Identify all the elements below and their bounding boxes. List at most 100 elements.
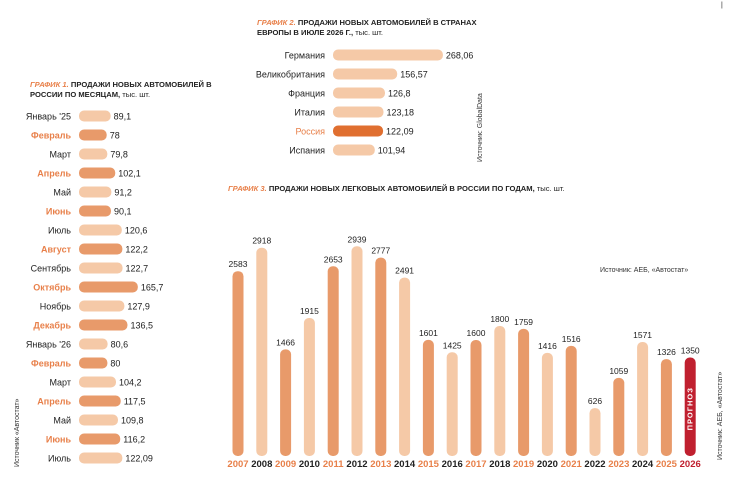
chart1-monthly-sales: Январь '25 89,1 Февраль 78 Март 79,8 Апрель 102… <box>26 110 163 464</box>
chart1-category-label: Март <box>49 378 71 388</box>
chart1-bar <box>79 148 108 160</box>
chart1-category-label: Май <box>53 416 71 426</box>
chart2-title-text: ПРОДАЖИ НОВЫХ АВТОМОБИЛЕЙ В СТРАНАХ ЕВРО… <box>257 18 477 37</box>
chart1-value-label: 78 <box>110 131 120 141</box>
chart3-value-label: 1800 <box>490 314 509 324</box>
chart1-value-label: 117,5 <box>124 397 146 407</box>
chart3-year-label: 2014 <box>394 459 416 470</box>
chart3-value-label: 1326 <box>657 347 676 357</box>
chart3-bar <box>684 357 696 456</box>
chart1-value-label: 104,2 <box>119 378 142 388</box>
chart1-bar <box>79 395 121 407</box>
chart2-bar <box>333 68 398 80</box>
chart3-year-label: 2011 <box>323 459 344 470</box>
chart3-year-label: 2010 <box>299 459 320 470</box>
chart1-bar <box>79 300 125 312</box>
chart3-yearly-sales: 2583 2007 2918 2008 1466 2009 1915 2010 2653 2011… <box>227 234 700 470</box>
chart1-category-label: Сентябрь <box>31 264 72 274</box>
chart1-value-label: 109,8 <box>121 416 144 426</box>
chart1-category-label: Апрель <box>37 169 71 179</box>
chart3-title-tag: ГРАФИК 3. <box>228 184 267 193</box>
chart1-category-label: Май <box>53 188 71 198</box>
chart1-category-label: Июль <box>48 454 71 464</box>
chart3-value-label: 2918 <box>252 236 271 246</box>
chart3-year-label: 2015 <box>418 459 440 470</box>
chart3-title: ГРАФИК 3. ПРОДАЖИ НОВЫХ ЛЕГКОВЫХ АВТОМОБ… <box>228 184 648 194</box>
chart3-year-label: 2024 <box>632 459 654 470</box>
chart3-year-label: 2021 <box>561 459 583 470</box>
chart3-value-label: 1516 <box>562 334 581 344</box>
chart3-year-label: 2018 <box>489 459 510 470</box>
chart1-value-label: 89,1 <box>114 112 132 122</box>
chart3-bar <box>375 257 387 456</box>
chart1-value-label: 120,6 <box>125 226 148 236</box>
chart3-value-label: 1915 <box>300 306 319 316</box>
chart2-europe-sales: Германия 268,06 Великобритания 156,57 Франци… <box>256 49 474 156</box>
chart3-bar <box>541 352 553 456</box>
chart3-year-label: 2013 <box>370 459 391 470</box>
chart1-bar <box>79 262 123 274</box>
chart1-category-label: Декабрь <box>33 321 71 331</box>
chart3-bar <box>637 342 649 456</box>
chart3-value-label: 1350 <box>681 346 700 356</box>
chart3-value-label: 1571 <box>633 330 652 340</box>
chart1-bar <box>79 167 116 179</box>
chart3-bar <box>613 377 625 456</box>
chart3-bar <box>494 326 506 456</box>
chart3-bar <box>446 352 458 456</box>
chart2-value-label: 126,8 <box>388 89 411 99</box>
chart1-category-label: Июнь <box>46 207 72 217</box>
chart1-bar <box>79 129 107 141</box>
chart3-bar <box>565 345 577 456</box>
chart1-category-label: Октябрь <box>33 283 71 293</box>
chart3-bar <box>422 339 434 456</box>
chart1-category-label: Июль <box>48 226 71 236</box>
chart3-title-text: ПРОДАЖИ НОВЫХ ЛЕГКОВЫХ АВТОМОБИЛЕЙ В РОС… <box>268 184 535 193</box>
chart3-forecast-label: ПРОГНОЗ <box>686 387 695 430</box>
chart2-value-label: 122,09 <box>386 127 414 137</box>
chart3-bar <box>589 408 601 456</box>
chart1-category-label: Август <box>41 245 72 255</box>
chart3-year-label: 2020 <box>537 459 558 470</box>
chart1-bar <box>79 414 118 426</box>
page-mark: | <box>721 2 723 9</box>
chart1-bar <box>79 110 111 122</box>
chart3-year-label: 2017 <box>465 459 486 470</box>
chart1-category-label: Апрель <box>37 397 71 407</box>
chart1-value-label: 122,7 <box>126 264 149 274</box>
chart1-value-label: 122,2 <box>125 245 148 255</box>
chart3-value-label: 2939 <box>348 234 367 244</box>
chart1-category-label: Июнь <box>46 435 72 445</box>
chart2-category-label: Германия <box>285 51 325 61</box>
chart1-value-label: 79,8 <box>110 150 128 160</box>
chart2-title: ГРАФИК 2. ПРОДАЖИ НОВЫХ АВТОМОБИЛЕЙ В СТ… <box>257 18 487 38</box>
chart1-value-label: 102,1 <box>118 169 141 179</box>
chart1-bar <box>79 357 108 369</box>
chart2-value-label: 101,94 <box>378 146 406 156</box>
chart3-value-label: 2653 <box>324 254 343 264</box>
chart2-bar <box>333 87 385 99</box>
chart1-value-label: 80 <box>110 359 120 369</box>
chart3-bar <box>518 328 530 456</box>
chart2-value-label: 268,06 <box>446 51 474 61</box>
chart1-value-label: 122,09 <box>125 454 153 464</box>
chart1-bar <box>79 338 108 350</box>
chart3-bar <box>351 246 363 456</box>
chart1-value-label: 116,2 <box>123 435 145 445</box>
chart2-bar <box>333 49 443 61</box>
chart1-bar <box>79 376 116 388</box>
chart2-bar <box>333 125 384 137</box>
chart1-bar <box>79 205 111 217</box>
chart1-value-label: 136,5 <box>130 321 153 331</box>
chart3-year-label: 2023 <box>608 459 629 470</box>
chart3-value-label: 1601 <box>419 328 438 338</box>
chart2-bar <box>333 144 375 156</box>
chart3-year-label: 2012 <box>346 459 367 470</box>
chart3-bar <box>280 349 292 456</box>
chart3-bar <box>256 247 268 456</box>
chart1-category-label: Январь '26 <box>26 340 71 350</box>
chart3-year-label: 2007 <box>227 459 248 470</box>
chart1-title: ГРАФИК 1. ПРОДАЖИ НОВЫХ АВТОМОБИЛЕЙ В РО… <box>30 80 240 100</box>
chart2-category-label: Россия <box>295 127 325 137</box>
